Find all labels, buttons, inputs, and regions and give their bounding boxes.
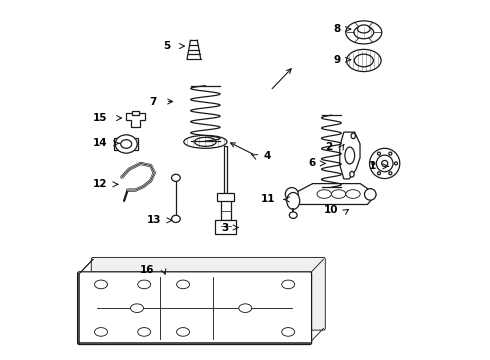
Ellipse shape xyxy=(287,193,300,209)
Ellipse shape xyxy=(382,161,388,166)
Ellipse shape xyxy=(346,21,382,44)
Bar xyxy=(220,197,231,220)
Ellipse shape xyxy=(365,189,376,200)
Ellipse shape xyxy=(115,135,137,153)
Ellipse shape xyxy=(282,328,294,336)
Ellipse shape xyxy=(138,280,151,289)
Ellipse shape xyxy=(346,49,381,72)
Bar xyxy=(132,111,139,115)
Ellipse shape xyxy=(176,328,190,336)
Text: 16: 16 xyxy=(140,265,154,275)
Ellipse shape xyxy=(350,171,354,177)
Text: 11: 11 xyxy=(261,194,275,204)
Ellipse shape xyxy=(377,152,381,155)
Bar xyxy=(218,193,234,201)
Ellipse shape xyxy=(331,190,346,198)
Bar xyxy=(216,220,236,234)
Polygon shape xyxy=(126,113,145,127)
Ellipse shape xyxy=(195,137,216,147)
Ellipse shape xyxy=(369,148,400,179)
Ellipse shape xyxy=(130,304,144,312)
FancyBboxPatch shape xyxy=(77,272,312,345)
Bar xyxy=(114,138,139,150)
Ellipse shape xyxy=(176,280,190,289)
Ellipse shape xyxy=(376,155,393,172)
Ellipse shape xyxy=(346,190,360,198)
Text: 5: 5 xyxy=(164,41,171,51)
Text: 4: 4 xyxy=(264,151,271,161)
Ellipse shape xyxy=(172,174,180,181)
Ellipse shape xyxy=(317,190,331,198)
FancyBboxPatch shape xyxy=(91,257,325,330)
Ellipse shape xyxy=(345,147,355,164)
Text: 8: 8 xyxy=(334,24,341,34)
Text: 6: 6 xyxy=(308,158,316,168)
Ellipse shape xyxy=(95,328,107,336)
Ellipse shape xyxy=(351,133,355,139)
Ellipse shape xyxy=(121,140,132,148)
Text: 7: 7 xyxy=(149,96,156,107)
Ellipse shape xyxy=(282,280,294,289)
Ellipse shape xyxy=(138,328,151,336)
Ellipse shape xyxy=(172,215,180,222)
Text: 2: 2 xyxy=(325,142,333,152)
Ellipse shape xyxy=(389,152,392,155)
Ellipse shape xyxy=(354,26,374,39)
Text: 9: 9 xyxy=(334,55,341,65)
Ellipse shape xyxy=(239,304,252,312)
Ellipse shape xyxy=(394,162,397,165)
Ellipse shape xyxy=(372,162,375,165)
Text: 14: 14 xyxy=(93,138,107,148)
Ellipse shape xyxy=(184,135,227,148)
Text: 15: 15 xyxy=(93,113,107,123)
Text: 1: 1 xyxy=(369,161,376,171)
Text: 3: 3 xyxy=(221,222,228,233)
Ellipse shape xyxy=(389,172,392,175)
Text: 10: 10 xyxy=(323,205,338,215)
Polygon shape xyxy=(340,132,360,179)
Ellipse shape xyxy=(358,25,370,33)
Text: 13: 13 xyxy=(147,215,162,225)
Ellipse shape xyxy=(377,172,381,175)
Ellipse shape xyxy=(95,280,107,289)
Ellipse shape xyxy=(285,188,298,201)
Ellipse shape xyxy=(354,54,373,67)
Bar xyxy=(224,146,227,197)
Text: 12: 12 xyxy=(93,179,107,189)
Polygon shape xyxy=(288,184,376,204)
Ellipse shape xyxy=(290,212,297,219)
